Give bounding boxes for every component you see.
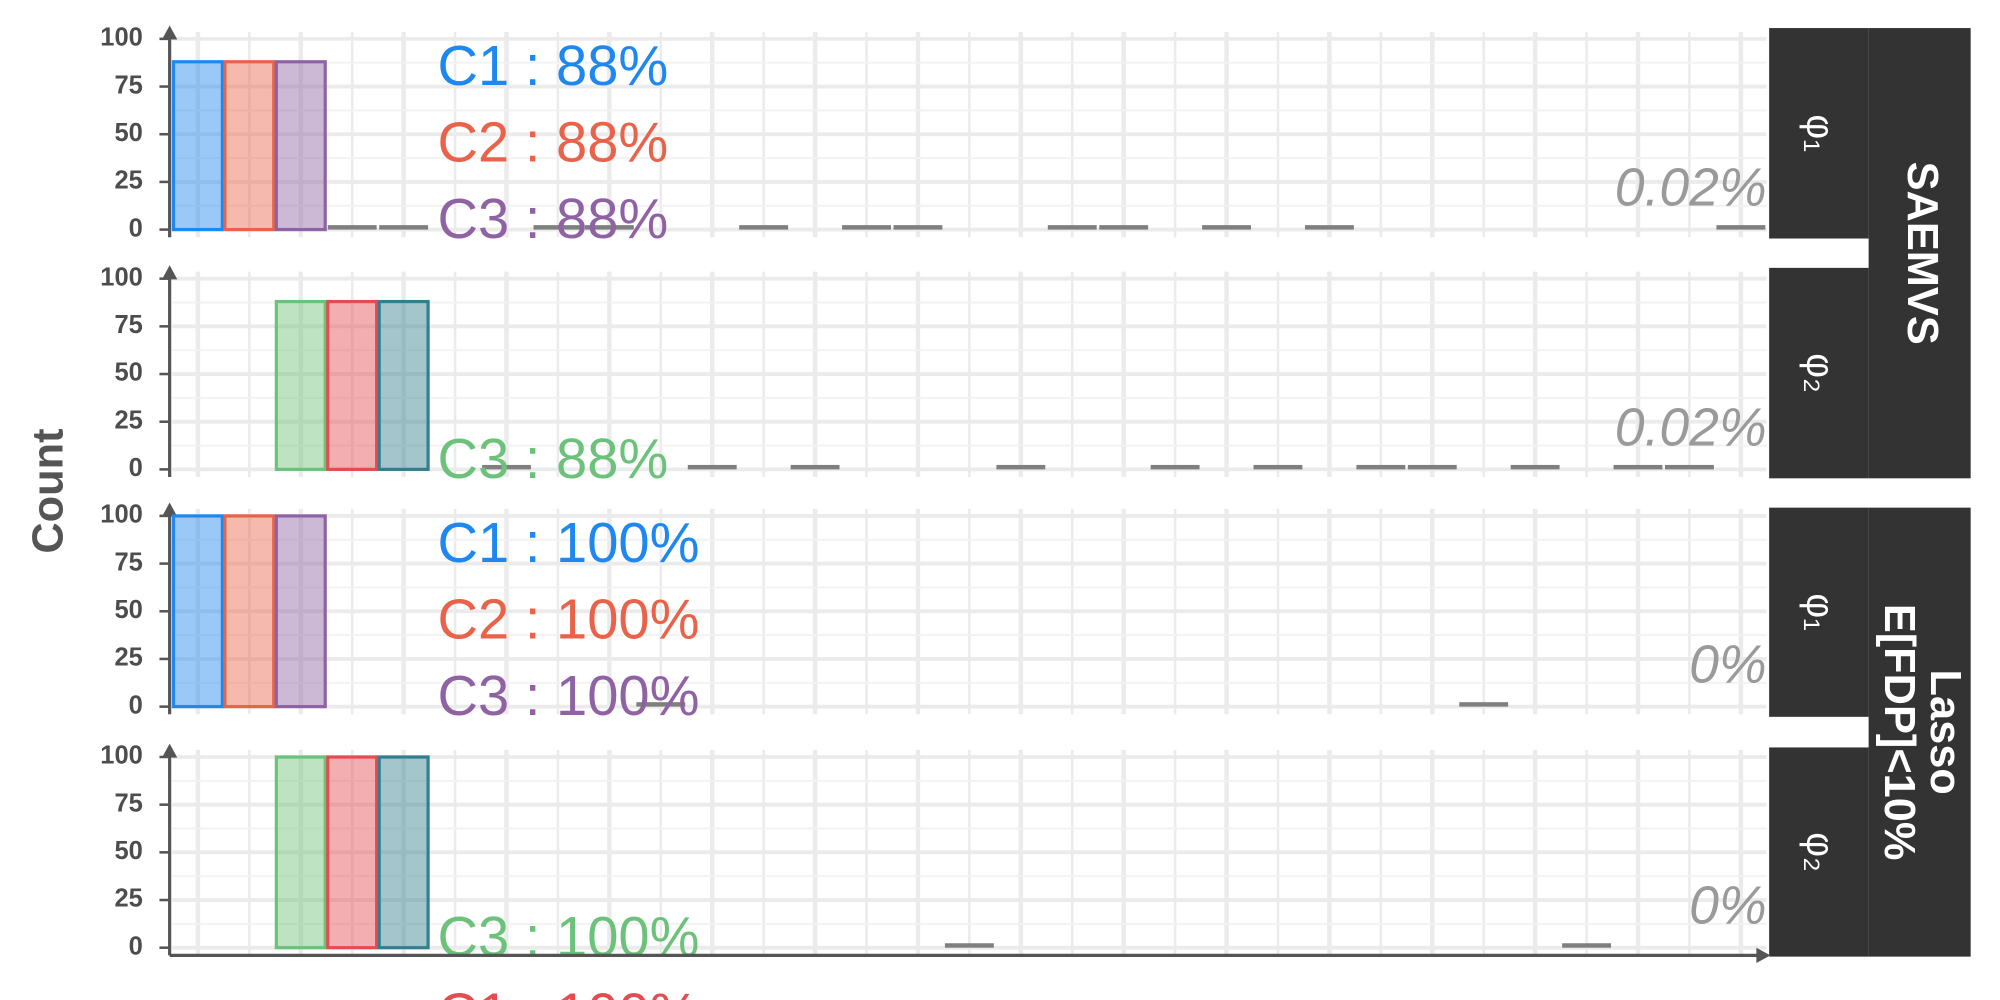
strip-label: φ₂ [1798, 353, 1841, 393]
y-tick-label: 0 [129, 454, 143, 482]
y-tick-label: 25 [114, 885, 142, 913]
strip [1769, 28, 1869, 239]
strip-label: φ₂ [1798, 832, 1841, 872]
bar [1356, 464, 1406, 470]
strip [1769, 267, 1869, 479]
bar [1510, 464, 1560, 470]
bar [327, 225, 377, 230]
y-axis-arrow [161, 502, 178, 517]
bar [1047, 225, 1097, 230]
bar [1459, 702, 1509, 707]
bar [533, 225, 583, 230]
group-strip [1868, 28, 1971, 479]
bar [1253, 464, 1303, 470]
bar [1407, 464, 1457, 470]
bar [739, 225, 789, 230]
bar [584, 225, 634, 230]
annotation: C3 : 88% [438, 427, 669, 490]
bar [1099, 225, 1149, 230]
bar [377, 755, 430, 950]
x-axis-arrow [1756, 947, 1771, 964]
y-tick-label: 0 [129, 691, 143, 719]
y-axis-arrow [161, 265, 178, 280]
bar [1664, 464, 1714, 470]
group-strip [1868, 507, 1971, 957]
bar [996, 464, 1046, 470]
y-tick-label: 25 [114, 644, 142, 672]
bar [893, 225, 943, 230]
y-axis-arrow [161, 25, 178, 40]
y-tick-label: 25 [114, 406, 142, 434]
bar [1202, 225, 1251, 230]
y-tick-label: 50 [114, 359, 142, 387]
strip [1769, 507, 1869, 717]
y-tick-label: 75 [114, 311, 142, 339]
bar [687, 464, 737, 470]
y-tick-label: 75 [114, 548, 142, 576]
y-tick-label: 100 [100, 263, 143, 291]
y-axis-arrow [161, 743, 178, 758]
y-tick-label: 50 [114, 119, 142, 147]
bar [1562, 943, 1612, 948]
bar [274, 299, 327, 471]
y-tick-label: 25 [114, 167, 142, 195]
annotation: C1 : 100% [438, 982, 700, 1000]
annotation: C2 : 88% [438, 111, 669, 174]
note: 0% [1689, 636, 1766, 695]
bar [171, 514, 224, 709]
bar [636, 702, 686, 707]
group-label: Lasso [1921, 669, 1969, 794]
bar [1716, 225, 1766, 230]
annotation: C1 : 88% [438, 34, 669, 97]
strip-label: φ₁ [1798, 593, 1841, 631]
y-tick-label: 75 [114, 71, 142, 99]
note: 0.02% [1615, 398, 1767, 457]
bar [377, 299, 430, 471]
bar [482, 464, 531, 470]
bar [274, 755, 327, 950]
bar [171, 60, 224, 232]
annotation: C2 : 100% [438, 588, 700, 651]
y-tick-label: 100 [100, 501, 143, 529]
bar [326, 755, 379, 950]
y-tick-label: 50 [114, 837, 142, 865]
bar [1613, 464, 1663, 470]
bar [274, 60, 327, 232]
group-label: SAEMVS [1898, 162, 1946, 345]
group-label: E[FDP]<10% [1875, 604, 1923, 861]
bar [1304, 225, 1354, 230]
bar [326, 299, 379, 471]
y-tick-label: 75 [114, 789, 142, 817]
bar [842, 225, 891, 230]
y-axis-label: Count [24, 428, 72, 553]
y-tick-label: 0 [129, 932, 143, 960]
annotation: C3 : 88% [438, 187, 669, 250]
annotation: C3 : 100% [438, 905, 700, 968]
bar [274, 514, 327, 709]
bar [944, 943, 994, 948]
bar [223, 514, 276, 709]
strip-label: φ₁ [1798, 114, 1841, 152]
y-tick-label: 50 [114, 596, 142, 624]
note: 0% [1689, 877, 1766, 936]
annotation: C3 : 100% [438, 664, 700, 727]
y-tick-label: 100 [100, 742, 143, 770]
y-tick-label: 0 [129, 214, 143, 242]
y-tick-label: 100 [100, 24, 143, 52]
bar [1150, 464, 1200, 470]
note: 0.02% [1615, 158, 1767, 217]
bar [790, 464, 840, 470]
annotation: C1 : 100% [438, 511, 700, 574]
bar [379, 225, 429, 230]
bar [223, 60, 276, 232]
strip [1769, 747, 1869, 957]
